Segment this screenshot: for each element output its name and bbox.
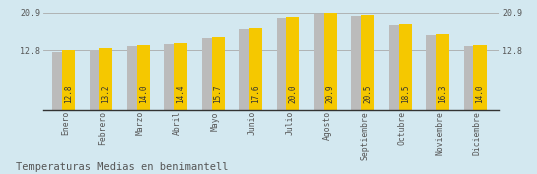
Text: 20.9: 20.9 xyxy=(326,84,335,103)
Bar xyxy=(426,35,439,110)
Bar xyxy=(164,44,177,110)
Bar xyxy=(137,45,150,110)
Text: 20.5: 20.5 xyxy=(363,84,372,103)
Bar xyxy=(351,16,365,110)
Text: 14.4: 14.4 xyxy=(176,84,185,103)
Text: 12.8: 12.8 xyxy=(64,84,73,103)
Text: 20.0: 20.0 xyxy=(288,84,297,103)
Text: 15.7: 15.7 xyxy=(214,84,222,103)
Bar xyxy=(99,48,112,110)
Text: 14.0: 14.0 xyxy=(475,84,484,103)
Bar xyxy=(52,52,65,110)
Bar xyxy=(239,29,252,110)
Text: Temperaturas Medias en benimantell: Temperaturas Medias en benimantell xyxy=(16,162,229,172)
Bar xyxy=(463,46,477,110)
Bar xyxy=(249,28,262,110)
Bar xyxy=(90,50,103,110)
Bar xyxy=(389,25,402,110)
Bar xyxy=(361,14,374,110)
Bar xyxy=(202,38,215,110)
Bar xyxy=(212,37,224,110)
Bar xyxy=(174,43,187,110)
Bar xyxy=(127,46,140,110)
Text: 17.6: 17.6 xyxy=(251,84,260,103)
Bar xyxy=(398,24,412,110)
Bar xyxy=(314,14,327,110)
Bar xyxy=(474,45,487,110)
Text: 14.0: 14.0 xyxy=(139,84,148,103)
Text: 18.5: 18.5 xyxy=(401,84,410,103)
Bar xyxy=(277,18,289,110)
Text: 13.2: 13.2 xyxy=(101,84,110,103)
Bar xyxy=(62,50,75,110)
Bar xyxy=(286,17,300,110)
Bar xyxy=(324,13,337,110)
Text: 16.3: 16.3 xyxy=(438,84,447,103)
Bar xyxy=(436,34,449,110)
